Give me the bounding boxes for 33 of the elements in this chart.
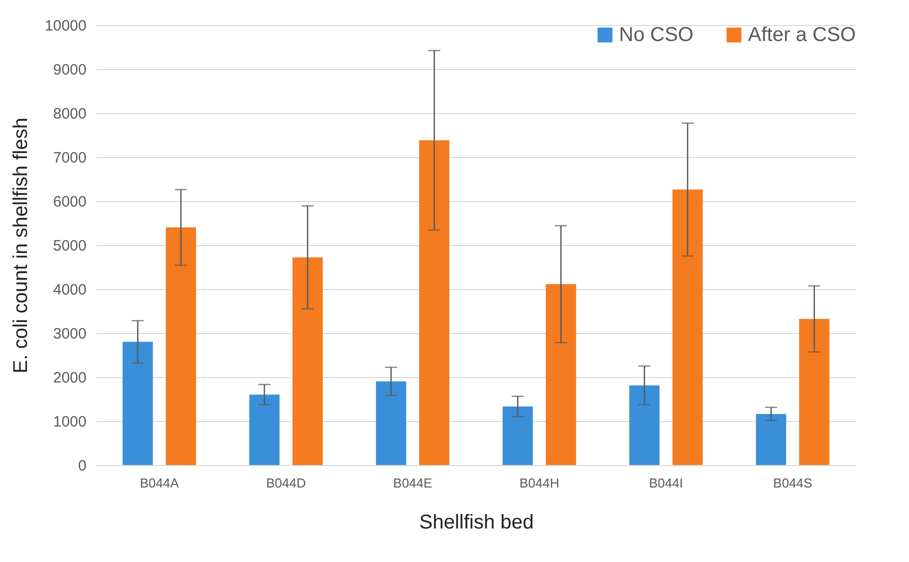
x-tick-label: B044E xyxy=(393,476,433,490)
x-tick-label: B044D xyxy=(266,476,306,490)
y-tick-label: 6000 xyxy=(53,194,86,210)
y-tick-label: 1000 xyxy=(53,414,86,430)
x-tick-label: B044H xyxy=(519,476,560,490)
y-tick-label: 2000 xyxy=(53,370,86,386)
bar xyxy=(419,140,450,465)
y-axis-title: E. coli count in shellfish flesh xyxy=(10,118,32,374)
legend-label: No CSO xyxy=(619,24,694,46)
y-tick-label: 8000 xyxy=(53,106,86,122)
bar xyxy=(799,318,830,465)
x-tick-label: B044S xyxy=(773,476,813,490)
y-tick-label: 7000 xyxy=(53,150,86,166)
y-tick-label: 10000 xyxy=(44,18,86,34)
y-tick-label: 0 xyxy=(78,458,86,474)
bar xyxy=(546,284,576,465)
x-tick-label: B044A xyxy=(140,476,180,490)
bar xyxy=(502,406,533,465)
y-tick-label: 9000 xyxy=(53,62,86,78)
y-tick-label: 3000 xyxy=(53,326,86,342)
bar xyxy=(756,414,786,465)
bar xyxy=(292,257,323,465)
bar xyxy=(629,385,660,465)
y-tick-label: 5000 xyxy=(53,238,86,254)
bar xyxy=(376,381,406,465)
legend-label: After a CSO xyxy=(748,24,856,46)
x-axis-title: Shellfish bed xyxy=(419,512,534,534)
bar xyxy=(249,394,280,465)
y-tick-label: 4000 xyxy=(53,282,86,298)
bar xyxy=(122,342,153,465)
x-tick-label: B044I xyxy=(649,476,683,490)
bar xyxy=(166,227,196,465)
bar xyxy=(672,190,703,465)
